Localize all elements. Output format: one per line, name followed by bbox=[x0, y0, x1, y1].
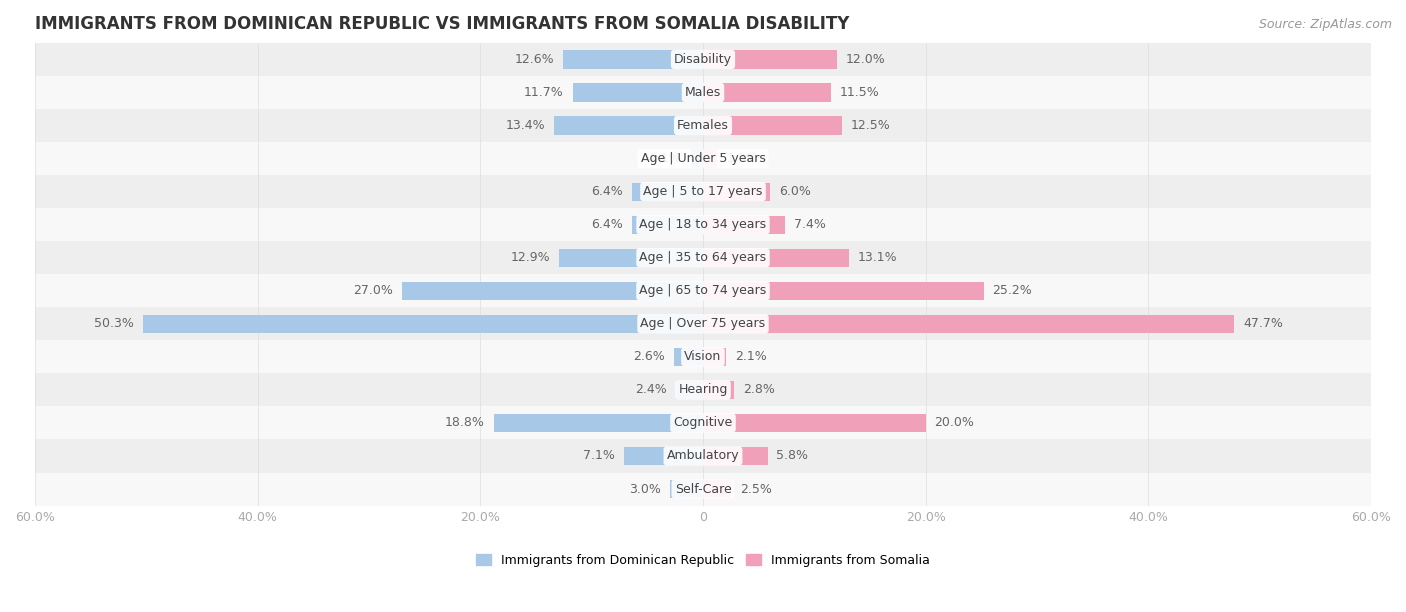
Text: 1.1%: 1.1% bbox=[650, 152, 682, 165]
Bar bbox=[631, 182, 703, 201]
Legend: Immigrants from Dominican Republic, Immigrants from Somalia: Immigrants from Dominican Republic, Immi… bbox=[471, 549, 935, 572]
Bar bbox=[35, 208, 1371, 241]
Text: Age | 18 to 34 years: Age | 18 to 34 years bbox=[640, 218, 766, 231]
Bar bbox=[494, 414, 703, 432]
Text: 12.0%: 12.0% bbox=[845, 53, 886, 66]
Text: 12.5%: 12.5% bbox=[851, 119, 891, 132]
Text: Source: ZipAtlas.com: Source: ZipAtlas.com bbox=[1258, 18, 1392, 31]
Bar bbox=[35, 340, 1371, 373]
Text: 7.1%: 7.1% bbox=[583, 449, 614, 463]
Bar bbox=[703, 248, 849, 267]
Bar bbox=[554, 116, 703, 135]
Bar bbox=[703, 282, 984, 300]
Text: Hearing: Hearing bbox=[678, 383, 728, 397]
Text: 2.6%: 2.6% bbox=[633, 350, 665, 364]
Text: 47.7%: 47.7% bbox=[1243, 317, 1282, 330]
Bar bbox=[703, 149, 717, 168]
Bar bbox=[35, 76, 1371, 109]
Bar bbox=[35, 472, 1371, 506]
Bar bbox=[572, 83, 703, 102]
Text: 18.8%: 18.8% bbox=[444, 416, 485, 430]
Text: Self-Care: Self-Care bbox=[675, 482, 731, 496]
Text: 11.5%: 11.5% bbox=[839, 86, 880, 99]
Bar bbox=[35, 406, 1371, 439]
Bar bbox=[35, 43, 1371, 76]
Text: 12.6%: 12.6% bbox=[515, 53, 554, 66]
Bar bbox=[703, 182, 770, 201]
Text: 2.8%: 2.8% bbox=[744, 383, 775, 397]
Text: Age | 35 to 64 years: Age | 35 to 64 years bbox=[640, 251, 766, 264]
Text: 25.2%: 25.2% bbox=[993, 284, 1032, 297]
Bar bbox=[35, 241, 1371, 274]
Text: 20.0%: 20.0% bbox=[935, 416, 974, 430]
Text: 2.5%: 2.5% bbox=[740, 482, 772, 496]
Bar bbox=[35, 274, 1371, 307]
Text: 50.3%: 50.3% bbox=[94, 317, 134, 330]
Bar bbox=[703, 348, 727, 366]
Bar bbox=[673, 348, 703, 366]
Bar bbox=[624, 447, 703, 465]
Text: 7.4%: 7.4% bbox=[794, 218, 827, 231]
Bar bbox=[669, 480, 703, 498]
Text: 27.0%: 27.0% bbox=[353, 284, 394, 297]
Bar bbox=[562, 50, 703, 69]
Bar bbox=[703, 447, 768, 465]
Bar bbox=[703, 480, 731, 498]
Text: 1.3%: 1.3% bbox=[727, 152, 758, 165]
Bar bbox=[35, 175, 1371, 208]
Bar bbox=[703, 215, 786, 234]
Bar bbox=[35, 109, 1371, 142]
Bar bbox=[631, 215, 703, 234]
Text: 6.0%: 6.0% bbox=[779, 185, 811, 198]
Text: Vision: Vision bbox=[685, 350, 721, 364]
Text: Males: Males bbox=[685, 86, 721, 99]
Text: 12.9%: 12.9% bbox=[510, 251, 551, 264]
Bar bbox=[35, 307, 1371, 340]
Text: Females: Females bbox=[678, 119, 728, 132]
Bar bbox=[703, 315, 1234, 333]
Text: 13.1%: 13.1% bbox=[858, 251, 897, 264]
Bar bbox=[703, 116, 842, 135]
Bar bbox=[35, 373, 1371, 406]
Bar bbox=[703, 381, 734, 399]
Bar bbox=[690, 149, 703, 168]
Text: Disability: Disability bbox=[673, 53, 733, 66]
Text: Age | 5 to 17 years: Age | 5 to 17 years bbox=[644, 185, 762, 198]
Bar bbox=[402, 282, 703, 300]
Text: 3.0%: 3.0% bbox=[628, 482, 661, 496]
Text: Cognitive: Cognitive bbox=[673, 416, 733, 430]
Text: 6.4%: 6.4% bbox=[591, 218, 623, 231]
Text: 13.4%: 13.4% bbox=[505, 119, 546, 132]
Text: Age | Under 5 years: Age | Under 5 years bbox=[641, 152, 765, 165]
Text: Age | 65 to 74 years: Age | 65 to 74 years bbox=[640, 284, 766, 297]
Bar bbox=[703, 414, 925, 432]
Text: Ambulatory: Ambulatory bbox=[666, 449, 740, 463]
Text: 5.8%: 5.8% bbox=[776, 449, 808, 463]
Text: 2.4%: 2.4% bbox=[636, 383, 668, 397]
Text: IMMIGRANTS FROM DOMINICAN REPUBLIC VS IMMIGRANTS FROM SOMALIA DISABILITY: IMMIGRANTS FROM DOMINICAN REPUBLIC VS IM… bbox=[35, 15, 849, 33]
Bar bbox=[143, 315, 703, 333]
Bar bbox=[35, 439, 1371, 472]
Bar bbox=[703, 50, 837, 69]
Text: 11.7%: 11.7% bbox=[524, 86, 564, 99]
Bar bbox=[703, 83, 831, 102]
Bar bbox=[560, 248, 703, 267]
Text: 6.4%: 6.4% bbox=[591, 185, 623, 198]
Text: Age | Over 75 years: Age | Over 75 years bbox=[641, 317, 765, 330]
Text: 2.1%: 2.1% bbox=[735, 350, 768, 364]
Bar bbox=[676, 381, 703, 399]
Bar bbox=[35, 142, 1371, 175]
